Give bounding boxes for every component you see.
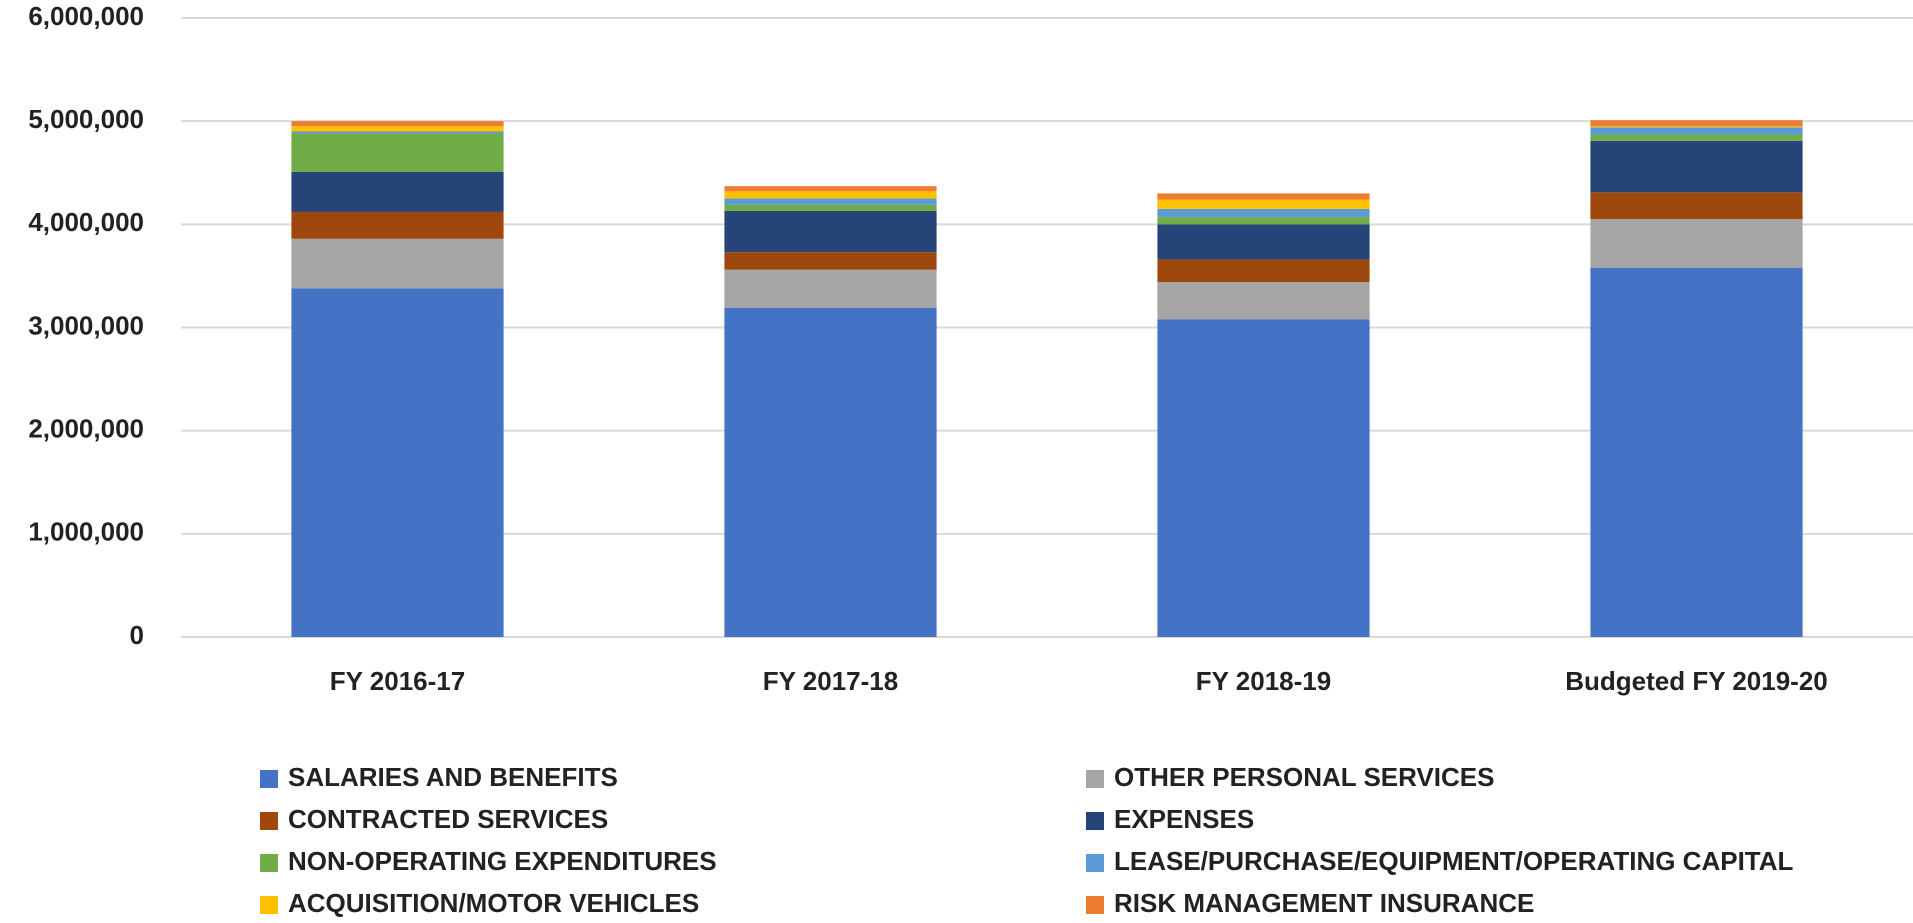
y-tick-label: 4,000,000 [28, 207, 144, 237]
bar-segment [1157, 224, 1370, 260]
bar-segment [1157, 193, 1370, 200]
bar-segment [291, 131, 504, 134]
legend-swatch [260, 812, 278, 830]
legend-label: SALARIES AND BENEFITS [288, 762, 618, 792]
x-tick-label: FY 2017-18 [763, 666, 898, 696]
legend-swatch [1086, 770, 1104, 788]
bar-segment [291, 126, 504, 132]
bar-segment [1590, 134, 1803, 141]
legend-swatch [260, 896, 278, 914]
bar-segment [724, 252, 937, 270]
legend-label: ACQUISITION/MOTOR VEHICLES [288, 888, 699, 918]
bar-segment [1590, 126, 1803, 128]
bar-segment [1590, 267, 1803, 637]
legend-label: RISK MANAGEMENT INSURANCE [1114, 888, 1534, 918]
bar-segment [724, 198, 937, 205]
bar-segment [724, 204, 937, 211]
legend-label: OTHER PERSONAL SERVICES [1114, 762, 1494, 792]
bar-segment [724, 191, 937, 199]
legend-label: CONTRACTED SERVICES [288, 804, 608, 834]
legend-label: EXPENSES [1114, 804, 1254, 834]
legend-swatch [1086, 812, 1104, 830]
bar-segment [291, 133, 504, 172]
y-tick-label: 3,000,000 [28, 310, 144, 340]
bar-segment [1590, 127, 1803, 135]
bar-segment [1157, 282, 1370, 320]
bar-segment [724, 210, 937, 253]
bar-segment [1590, 120, 1803, 127]
legend-swatch [260, 770, 278, 788]
bar-segment [1590, 140, 1803, 193]
bar-segment [291, 211, 504, 239]
bar-segment [1590, 219, 1803, 268]
bar-segment [1157, 259, 1370, 283]
legend-swatch [1086, 896, 1104, 914]
y-tick-label: 5,000,000 [28, 104, 144, 134]
bar-segment [291, 238, 504, 289]
bar-segment [1157, 217, 1370, 225]
bar-segment [291, 288, 504, 637]
x-tick-label: FY 2018-19 [1196, 666, 1331, 696]
bar-segment [1157, 199, 1370, 209]
bar-segment [291, 171, 504, 212]
legend-swatch [260, 854, 278, 872]
bar-segment [1590, 192, 1803, 220]
bar-segment [1157, 208, 1370, 218]
legend-label: NON-OPERATING EXPENDITURES [288, 846, 717, 876]
x-tick-label: FY 2016-17 [330, 666, 465, 696]
bar-segment [291, 121, 504, 127]
y-tick-label: 0 [130, 620, 144, 650]
legend-label: LEASE/PURCHASE/EQUIPMENT/OPERATING CAPIT… [1114, 846, 1794, 876]
bar-segment [724, 307, 937, 637]
legend-swatch [1086, 854, 1104, 872]
bar-segment [724, 186, 937, 192]
y-tick-label: 1,000,000 [28, 517, 144, 547]
y-tick-label: 6,000,000 [28, 1, 144, 31]
bar-segment [1157, 319, 1370, 637]
x-tick-label: Budgeted FY 2019-20 [1565, 666, 1828, 696]
y-tick-label: 2,000,000 [28, 414, 144, 444]
bar-segment [724, 269, 937, 308]
